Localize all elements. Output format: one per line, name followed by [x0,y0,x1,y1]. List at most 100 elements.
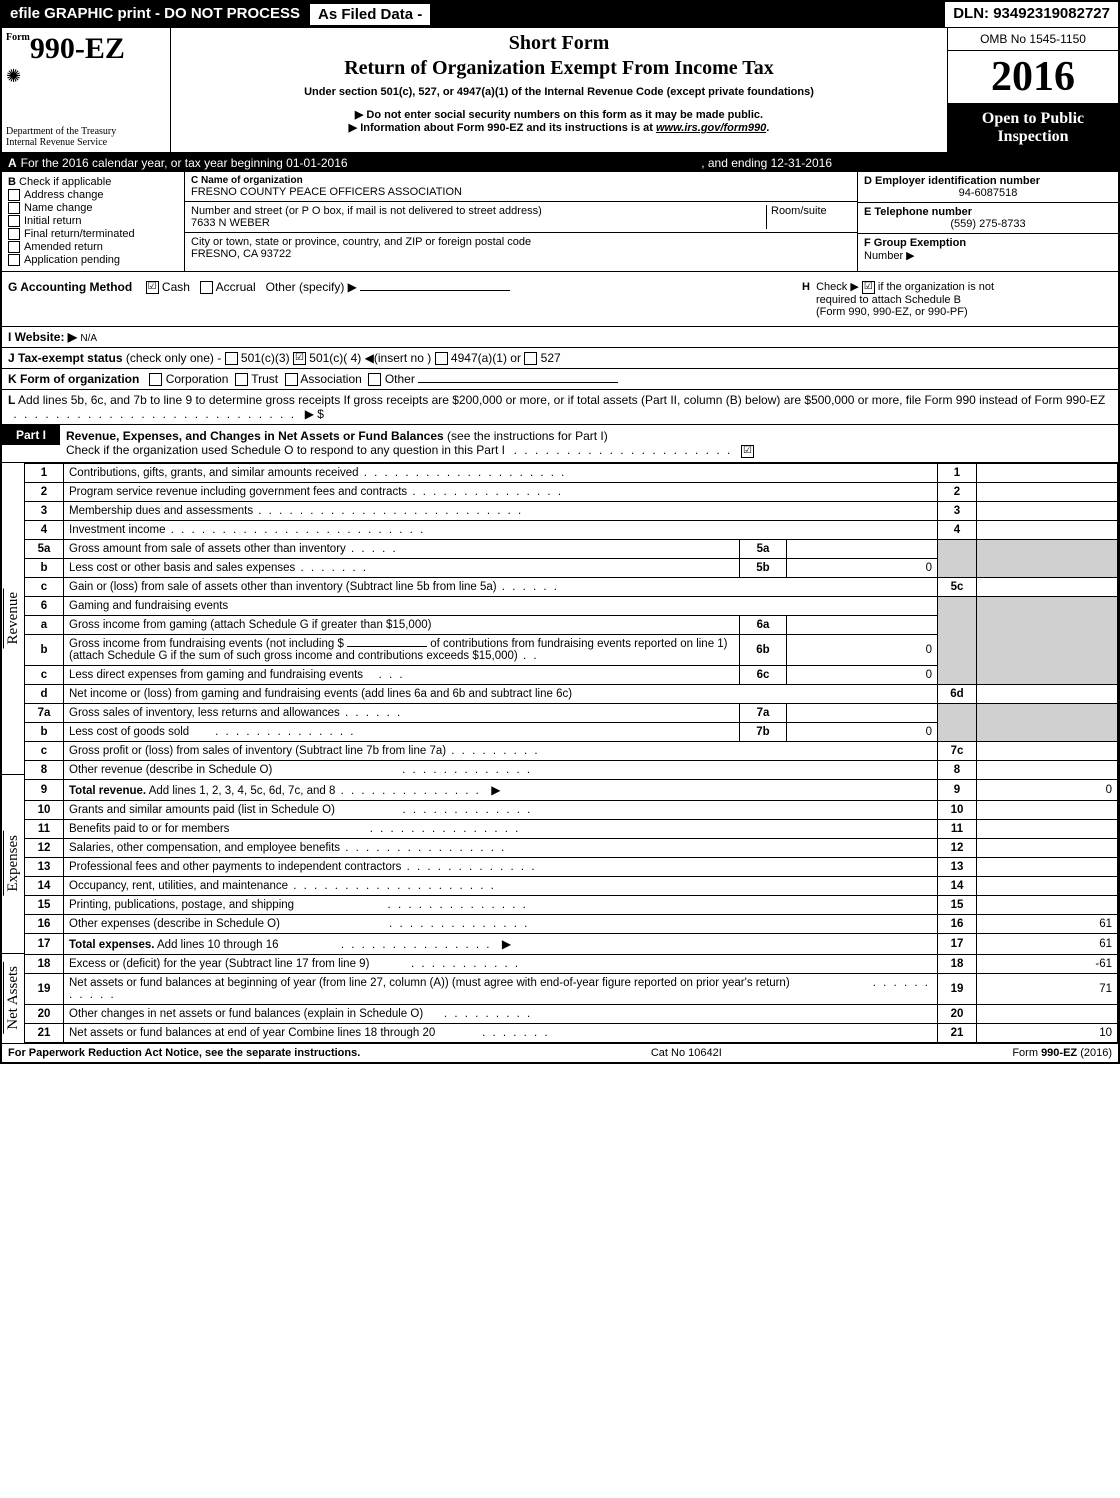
street-value: 7633 N WEBER [191,217,270,229]
h-line2: required to attach Schedule B [816,294,961,306]
line-3-desc: Membership dues and assessments [69,505,253,517]
line-7c-no: c [25,741,64,760]
line-5a-subval [787,539,938,558]
line-15-no: 15 [25,895,64,914]
f-label: F Group Exemption [864,237,966,249]
line-6a-desc: Gross income from gaming (attach Schedul… [64,615,740,634]
checkbox-application-pending[interactable]: Application pending [8,254,178,266]
line-5b-no: b [25,558,64,577]
row-a-label: A [8,156,17,170]
line-6b-sub: 6b [740,634,787,665]
line-11-desc: Benefits paid to or for members [69,823,229,835]
dept-irs: Internal Revenue Service [6,137,166,148]
line-16-no: 16 [25,914,64,933]
line-9-val: 0 [977,779,1118,800]
checkbox-name-change[interactable]: Name change [8,202,178,214]
checkbox-cash[interactable]: ☑ [146,281,159,294]
line-16-val: 61 [977,914,1118,933]
part1-see: (see the instructions for Part I) [447,429,608,443]
insert-no: ◀(insert no ) [365,351,432,365]
checkbox-501c[interactable]: ☑ [293,352,306,365]
opt-other: Other [385,372,415,386]
checkbox-amended-return[interactable]: Amended return [8,241,178,253]
checkbox-association[interactable] [285,373,298,386]
e-label: E Telephone number [864,206,972,218]
as-filed-label: As Filed Data - [309,3,431,26]
j-text: (check only one) - [126,351,221,365]
row-g: G Accounting Method ☑ Cash Accrual Other… [8,280,802,318]
room-suite-label: Room/suite [766,205,851,229]
line-19-val: 71 [977,973,1118,1004]
telephone-value: (559) 275-8733 [864,218,1112,230]
line-17-num: 17 [938,933,977,954]
line-7c-num: 7c [938,741,977,760]
line-21-desc: Net assets or fund balances at end of ye… [69,1027,435,1039]
checkbox-initial-return[interactable]: Initial return [8,215,178,227]
line-10-desc: Grants and similar amounts paid (list in… [69,804,335,816]
part1-title-cell: Revenue, Expenses, and Changes in Net As… [60,425,1118,461]
checkbox-h[interactable]: ☑ [862,281,875,294]
opt-association: Association [300,372,361,386]
checkbox-address-change[interactable]: Address change [8,189,178,201]
checkbox-other-org[interactable] [368,373,381,386]
side-revenue: Revenue [3,588,23,648]
opt-corporation: Corporation [166,372,229,386]
line-6b-no: b [25,634,64,665]
accrual-label: Accrual [216,280,256,294]
ein-value: 94-6087518 [864,187,1112,199]
k-label: K Form of organization [8,372,139,386]
line-16-num: 16 [938,914,977,933]
line-9-num: 9 [938,779,977,800]
checkbox-corporation[interactable] [149,373,162,386]
section-def: D Employer identification number 94-6087… [857,172,1118,271]
opt-trust: Trust [251,372,278,386]
form-prefix: Form [6,32,30,43]
line-14-val [977,876,1118,895]
line-2-val [977,482,1118,501]
line-20-desc: Other changes in net assets or fund bala… [69,1008,423,1020]
line-4-no: 4 [25,520,64,539]
line-19-no: 19 [25,973,64,1004]
info-url[interactable]: www.irs.gov/form990 [656,122,766,134]
line-6d-num: 6d [938,684,977,703]
line-11-val [977,819,1118,838]
g-label: G Accounting Method [8,280,132,294]
line-15-val [977,895,1118,914]
cash-label: Cash [162,280,190,294]
side-net-assets: Net Assets [3,962,23,1034]
line-16-desc: Other expenses (describe in Schedule O) [69,918,280,930]
line-13-num: 13 [938,857,977,876]
line-10-num: 10 [938,800,977,819]
checkbox-final-return[interactable]: Final return/terminated [8,228,178,240]
open-to-public: Open to Public Inspection [948,104,1118,152]
line-7b-sub: 7b [740,722,787,741]
part1-checkbox[interactable]: ☑ [741,445,754,458]
checkbox-accrual[interactable] [200,281,213,294]
line-3-val [977,501,1118,520]
checkbox-4947[interactable] [435,352,448,365]
line-5a-desc: Gross amount from sale of assets other t… [69,543,346,555]
line-5a-sub: 5a [740,539,787,558]
dept-treasury: Department of the Treasury [6,126,166,137]
b-label: B [8,176,16,188]
header-center: Short Form Return of Organization Exempt… [171,28,948,152]
checkbox-trust[interactable] [235,373,248,386]
line-15-num: 15 [938,895,977,914]
line-7b-no: b [25,722,64,741]
row-j: J Tax-exempt status (check only one) - 5… [2,348,1118,369]
under-section-text: Under section 501(c), 527, or 4947(a)(1)… [181,86,937,98]
org-name: FRESNO COUNTY PEACE OFFICERS ASSOCIATION [191,186,851,198]
b-check-if: Check if applicable [19,176,111,188]
line-6d-desc: Net income or (loss) from gaming and fun… [64,684,938,703]
l-label: L [8,393,15,407]
checkbox-501c3[interactable] [225,352,238,365]
line-6d-val [977,684,1118,703]
line-6-desc: Gaming and fundraising events [64,596,938,615]
line-3-no: 3 [25,501,64,520]
line-20-val [977,1004,1118,1023]
form-number: Form990-EZ [6,32,166,66]
page-footer: For Paperwork Reduction Act Notice, see … [2,1043,1118,1062]
line-7a-sub: 7a [740,703,787,722]
checkbox-527[interactable] [524,352,537,365]
line-7a-subval [787,703,938,722]
